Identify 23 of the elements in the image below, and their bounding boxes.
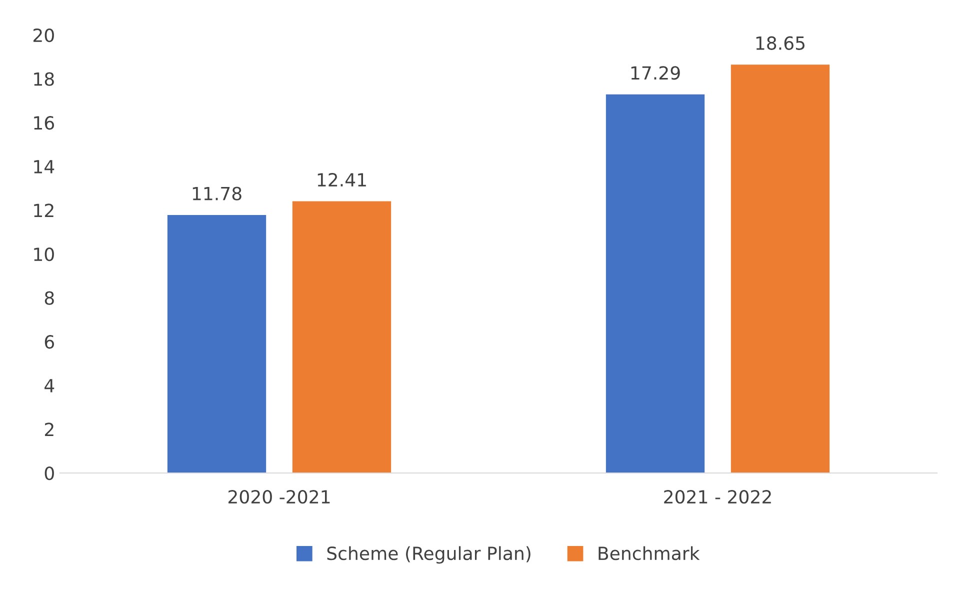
legend-label: Benchmark bbox=[598, 546, 700, 560]
data-label: 12.41 bbox=[318, 172, 366, 186]
y-tick-label: 12 bbox=[34, 204, 54, 218]
y-tick-label: 0 bbox=[44, 466, 54, 480]
legend-label: Scheme (Regular Plan) bbox=[327, 546, 530, 564]
bar bbox=[167, 215, 266, 473]
y-tick-label: 20 bbox=[33, 28, 54, 42]
y-tick-label: 8 bbox=[44, 291, 54, 305]
bar bbox=[606, 94, 705, 473]
y-tick-label: 10 bbox=[34, 247, 54, 262]
y-tick-label: 2 bbox=[44, 422, 54, 436]
bar bbox=[730, 64, 830, 473]
bar bbox=[292, 201, 392, 473]
data-label: 17.29 bbox=[631, 66, 680, 80]
data-label: 11.78 bbox=[192, 186, 242, 200]
data-label: 18.65 bbox=[756, 36, 805, 50]
x-tick-label: 2021 - 2022 bbox=[664, 490, 771, 504]
y-tick-label: 4 bbox=[44, 379, 54, 392]
y-tick-label: 6 bbox=[44, 335, 54, 349]
x-tick-label: 2020 -2021 bbox=[228, 490, 330, 504]
y-tick-label: 14 bbox=[34, 160, 54, 174]
y-tick-label: 16 bbox=[34, 116, 54, 130]
y-tick-label: 18 bbox=[34, 72, 54, 86]
